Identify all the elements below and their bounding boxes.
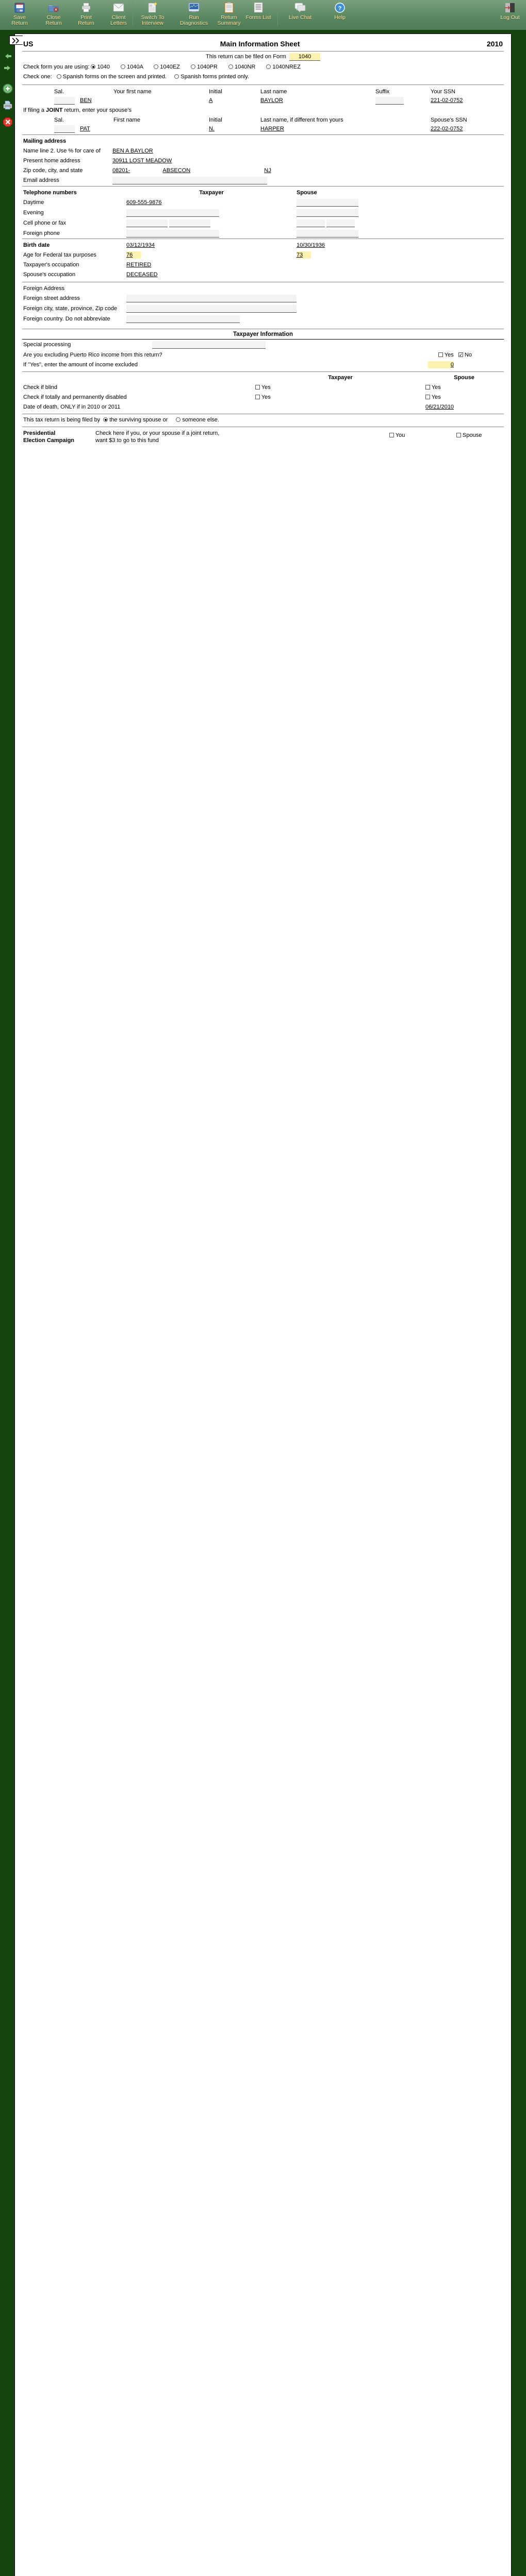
svg-text:?: ? <box>338 6 342 12</box>
